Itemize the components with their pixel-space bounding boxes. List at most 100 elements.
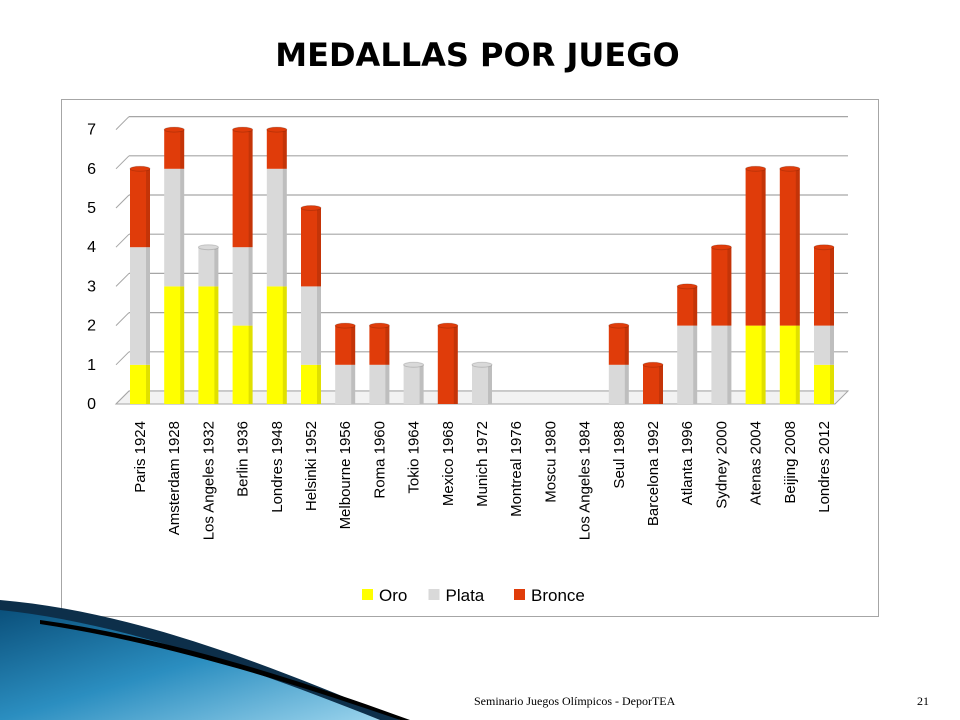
bar-cap (471, 361, 493, 368)
x-tick-label: Seul 1988 (611, 421, 628, 489)
legend: Oro Plata Bronce (362, 586, 585, 605)
y-tick-label: 5 (87, 200, 96, 217)
x-tick-label: Melbourne 1956 (337, 421, 354, 529)
y-tick-label: 7 (87, 122, 96, 139)
bar-segment-bronce (745, 168, 766, 326)
bars (129, 126, 835, 404)
x-tick-label: Berlin 1936 (235, 421, 252, 497)
x-tick-label: Roma 1960 (371, 421, 388, 499)
bar-segment-shade (624, 364, 629, 404)
bar-cap (676, 283, 698, 290)
x-tick-label: Mexico 1968 (440, 421, 457, 506)
bar-segment-bronce (779, 168, 800, 326)
bar-segment-shade (761, 168, 766, 326)
bar-segment-shade (248, 129, 253, 248)
y-tick-label: 0 (87, 396, 96, 413)
bar-segment-bronce (369, 325, 390, 365)
bar-segment-bronce (711, 247, 732, 326)
bar-cap (608, 322, 630, 329)
bar-segment-shade (282, 286, 287, 404)
chart-frame (61, 99, 879, 617)
bar-segment-plata (369, 364, 390, 404)
bar-segment-plata (711, 325, 732, 404)
y-tick-label: 4 (87, 239, 96, 256)
legend-swatch-oro (362, 589, 373, 600)
bar-cap (813, 244, 835, 251)
bar-segment-shade (795, 168, 800, 326)
gridline-depth (115, 155, 130, 170)
bar-cap (197, 244, 219, 251)
legend-label-oro: Oro (379, 586, 407, 605)
x-tick-label: Atlanta 1996 (679, 421, 696, 505)
y-tick-label: 3 (87, 278, 96, 295)
bar-segment-shade (146, 247, 150, 365)
x-tick-label: Beijing 2008 (782, 421, 799, 504)
legend-swatch-plata (428, 589, 440, 600)
bar-cap (779, 165, 801, 172)
bar-segment-oro (164, 286, 185, 404)
bar-segment-bronce (608, 325, 629, 365)
bar-segment-shade (146, 364, 150, 404)
bar-segment-shade (146, 168, 150, 248)
gridline-depth (115, 273, 130, 287)
bar-segment-bronce (814, 247, 834, 326)
y-axis-ticks: 0 1 2 3 4 5 6 7 (87, 122, 96, 413)
bar-cap (368, 322, 390, 329)
bar-segment-shade (351, 364, 356, 404)
bar-segment-shade (693, 325, 698, 404)
bar-segment-shade (693, 286, 698, 326)
gridlines (114, 115, 850, 405)
bar-segment-bronce (232, 129, 253, 248)
x-tick-label: Amsterdam 1928 (166, 421, 183, 535)
bar-segment-shade (624, 325, 629, 365)
bar-segment-plata (335, 364, 356, 404)
bar-segment-bronce (677, 286, 698, 326)
bar-cap (642, 361, 664, 368)
bar-cap (163, 126, 185, 133)
bar-segment-shade (317, 286, 321, 365)
gridline-depth (115, 233, 130, 248)
bar-segment-shade (282, 168, 287, 287)
y-tick-label: 1 (87, 357, 96, 374)
bar-cap (403, 361, 425, 368)
bar-segment-shade (248, 247, 253, 326)
gridline-depth (115, 116, 130, 130)
bar-segment-plata (164, 168, 185, 287)
bar-segment-shade (214, 247, 219, 287)
x-tick-label: Paris 1924 (132, 421, 149, 493)
bar-segment-bronce (643, 364, 663, 404)
legend-label-bronce: Bronce (531, 586, 585, 605)
y-tick-label: 6 (87, 161, 96, 178)
bar-segment-shade (795, 325, 800, 404)
bar-segment-oro (814, 364, 834, 404)
bar-segment-bronce (130, 168, 150, 248)
x-tick-label: Londres 2012 (816, 421, 833, 513)
bar-segment-shade (488, 364, 492, 404)
bar-segment-shade (282, 129, 287, 169)
page-number: 21 (917, 694, 929, 708)
bar-segment-plata (301, 286, 321, 365)
bar-segment-shade (453, 325, 458, 404)
x-tick-label: Barcelona 1992 (645, 421, 662, 526)
bar-segment-plata (608, 364, 629, 404)
bar-segment-shade (761, 325, 766, 404)
bar-segment-plata (266, 168, 287, 287)
bar-segment-shade (830, 325, 834, 365)
bar-segment-oro (266, 286, 287, 404)
slide-title: MEDALLAS POR JUEGO (275, 36, 680, 74)
bar-segment-plata (677, 325, 698, 404)
bar-segment-shade (830, 247, 834, 326)
bar-segment-shade (727, 325, 732, 404)
bar-segment-shade (385, 325, 390, 365)
decorative-swoosh (0, 600, 410, 720)
bar-segment-shade (317, 208, 321, 287)
bar-segment-shade (317, 364, 321, 404)
bar-segment-shade (248, 325, 253, 404)
bar-segment-shade (659, 364, 663, 404)
bar-segment-oro (198, 286, 219, 404)
x-tick-label: Sydney 2000 (713, 421, 730, 509)
bar-segment-shade (830, 364, 834, 404)
x-tick-label: Helsinki 1952 (303, 421, 320, 511)
bar-segment-plata (472, 364, 492, 404)
x-tick-label: Atenas 2004 (748, 421, 765, 505)
